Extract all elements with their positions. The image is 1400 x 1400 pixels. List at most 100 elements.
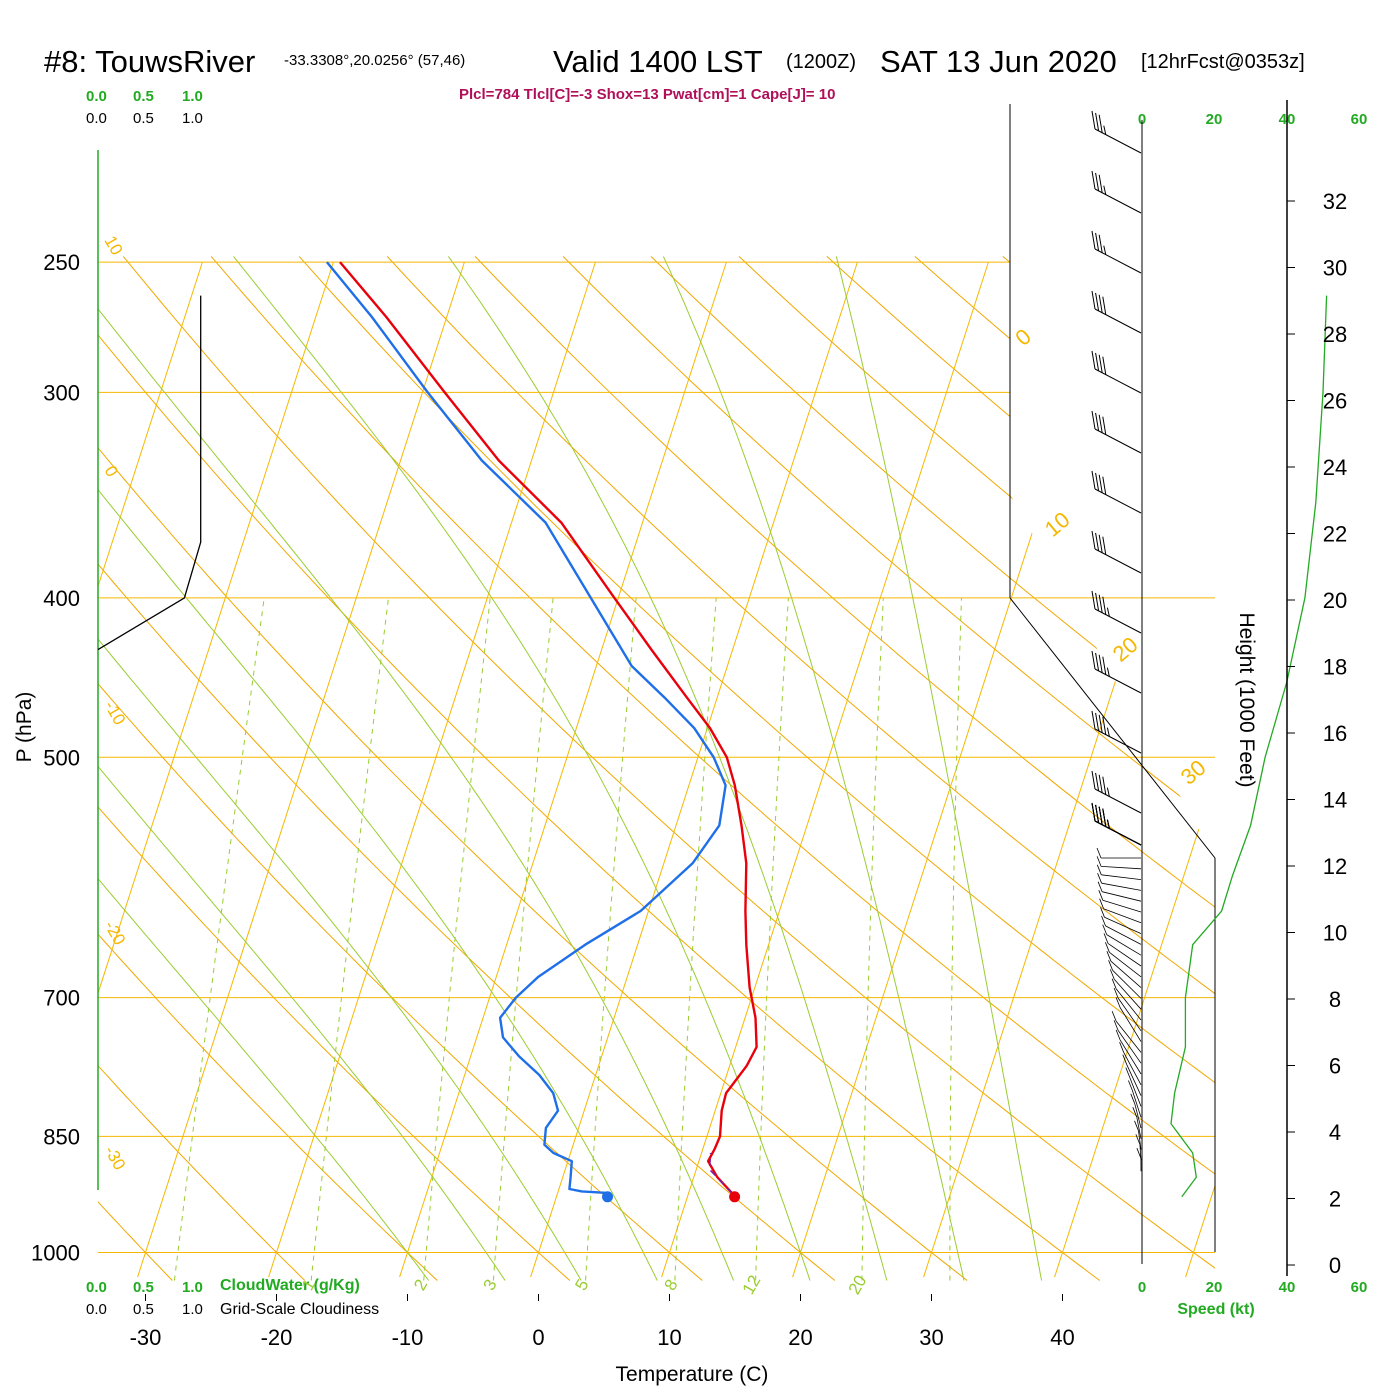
wind-barb <box>1091 470 1142 514</box>
wind-barb <box>1132 1107 1142 1139</box>
pressure-tick-label: 850 <box>43 1124 80 1149</box>
height-tick-label: 14 <box>1323 788 1347 813</box>
wind-barb-flag <box>1095 592 1100 611</box>
height-tick-label: 30 <box>1323 256 1347 281</box>
moist-adiabat-line <box>98 256 582 1281</box>
dry-adiabat-line <box>98 256 836 1281</box>
wind-barb-flag <box>1134 1120 1139 1131</box>
wind-barb-flag <box>1103 933 1109 944</box>
dry-adiabat-line <box>210 256 1215 1281</box>
speed-tick: 20 <box>1206 1279 1223 1296</box>
wind-barb-staff <box>1126 1064 1142 1096</box>
height-tick-label: 24 <box>1323 455 1347 480</box>
wind-barb-staff <box>1106 934 1142 956</box>
wind-barb-flag <box>1097 881 1103 892</box>
wind-barb-flag <box>1098 534 1103 553</box>
dry-adiabat-line <box>826 256 1215 1281</box>
dewpoint-line <box>325 261 727 1195</box>
height-tick-label: 2 <box>1329 1187 1341 1212</box>
wind-barb-flag <box>1102 808 1107 827</box>
mixing-ratio-line <box>173 597 265 1281</box>
cloud-profiles <box>97 295 202 651</box>
wind-barb <box>1111 978 1142 1021</box>
isotherm-line <box>137 261 465 1278</box>
cloud-tick: 0.5 <box>133 1279 154 1296</box>
isotherm-line <box>268 261 596 1278</box>
forecast-info: [12hrFcst@0353z] <box>1141 51 1305 73</box>
isotherm-label: -10 <box>101 698 130 729</box>
x-tick-label: 10 <box>657 1325 681 1350</box>
wind-barb-flag <box>1102 596 1107 615</box>
wind-barb <box>1113 1020 1142 1064</box>
wind-barb-flag <box>1130 1093 1136 1104</box>
wind-barb-staff <box>1101 874 1142 880</box>
mixing-ratio-line <box>755 597 789 1281</box>
cloud-tick: 0.5 <box>133 1301 154 1318</box>
wind-barb <box>1096 847 1141 859</box>
cloud-tick: 0.0 <box>86 88 107 105</box>
height-tick-label: 26 <box>1323 389 1347 414</box>
wind-barb-staff <box>1110 960 1142 988</box>
wind-barb-staff <box>1104 916 1142 934</box>
wind-barb-flag <box>1095 172 1100 191</box>
wind-barb-half <box>1103 185 1107 195</box>
wind-barb <box>1100 907 1142 934</box>
dry-adiabat-line <box>98 256 173 1281</box>
mixing-ratio-line <box>949 597 962 1281</box>
wind-barb-staff <box>1094 608 1142 634</box>
dry-adiabat-line <box>122 256 1215 1281</box>
dry-adiabat-line <box>98 256 968 1281</box>
valid-date: SAT 13 Jun 2020 <box>880 44 1117 79</box>
wind-barb-staff <box>1094 428 1142 454</box>
mixing-ratio-line <box>492 597 554 1281</box>
wind-barb-flag <box>1095 532 1100 551</box>
frame-slant <box>1009 597 1216 859</box>
wind-barb <box>1097 873 1142 891</box>
wind-barb <box>1106 951 1142 988</box>
moist-adiabats <box>98 256 1043 1281</box>
wind-barb <box>1091 110 1142 154</box>
isotherm-label: -30 <box>101 1143 130 1174</box>
wind-barb-flag <box>1095 472 1100 491</box>
wind-barb-flag <box>1102 924 1108 935</box>
wind-barb <box>1103 933 1142 967</box>
wind-barb <box>1098 890 1142 913</box>
height-tick-label: 22 <box>1323 522 1347 547</box>
wind-barb-flag <box>1098 594 1103 613</box>
wind-barb <box>1134 1120 1142 1150</box>
x-tick-label: -30 <box>130 1325 162 1350</box>
wind-barb-flag <box>1091 170 1096 190</box>
wind-barb-flag <box>1095 352 1100 371</box>
wind-barb-flag <box>1108 960 1113 971</box>
wind-speed-profile <box>1141 120 1328 1264</box>
moist-adiabat-line <box>98 256 506 1281</box>
axis-ticks: -30 -20 -10 0 10 20 30 402503004005007008501000… <box>31 100 1347 1350</box>
wind-barb-flag <box>1136 1148 1142 1159</box>
wind-barb-flag <box>1091 770 1096 790</box>
wind-barb <box>1097 881 1142 902</box>
wind-barb <box>1091 650 1142 694</box>
wind-barb-flag <box>1111 1010 1117 1022</box>
sounding-indices: Plcl=784 Tlcl[C]=-3 Shox=13 Pwat[cm]=1 C… <box>459 86 835 103</box>
wind-barb <box>1091 530 1142 574</box>
wind-barb <box>1091 350 1142 394</box>
moist-adiabat-line <box>98 256 735 1281</box>
wind-barb-flag <box>1091 350 1096 370</box>
moist-adiabat-line <box>447 256 888 1281</box>
mixing-ratio-lines <box>173 597 962 1281</box>
wind-barb-staff <box>1132 1090 1142 1118</box>
wind-barb <box>1113 987 1142 1032</box>
wind-barb-staff <box>1123 1052 1142 1085</box>
cloud-tick: 0.0 <box>86 1279 107 1296</box>
dry-adiabat-line <box>738 256 1215 1281</box>
cloud-tick: 0.5 <box>133 88 154 105</box>
wind-barb-flag <box>1095 772 1100 791</box>
wind-barb-flag <box>1091 590 1096 610</box>
wind-barb-staff <box>1129 1077 1142 1107</box>
pressure-tick-label: 300 <box>43 380 80 405</box>
x-axis-title: Temperature (C) <box>616 1363 769 1386</box>
wind-barb-flag <box>1102 776 1107 795</box>
wind-barb-flag <box>1091 710 1096 730</box>
wind-barb-staff <box>1094 668 1142 694</box>
